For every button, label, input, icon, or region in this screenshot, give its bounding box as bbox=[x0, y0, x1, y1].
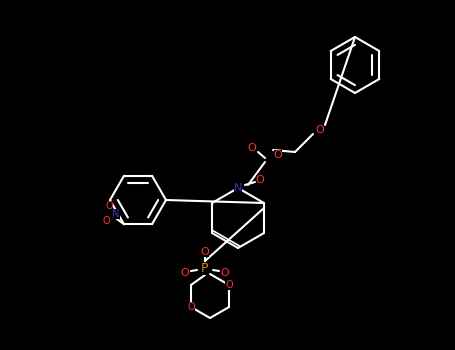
Text: O: O bbox=[181, 268, 189, 278]
Text: O: O bbox=[102, 216, 110, 226]
Text: O: O bbox=[187, 302, 195, 312]
Text: O: O bbox=[248, 143, 256, 153]
Text: N: N bbox=[234, 183, 242, 193]
Text: P: P bbox=[201, 261, 209, 274]
Text: O: O bbox=[225, 280, 233, 290]
Text: O: O bbox=[273, 150, 283, 160]
Text: O: O bbox=[221, 268, 229, 278]
Text: O: O bbox=[256, 175, 264, 185]
Text: O: O bbox=[316, 125, 324, 135]
Text: O: O bbox=[201, 247, 209, 257]
Text: O: O bbox=[105, 201, 113, 211]
Text: N: N bbox=[112, 209, 120, 219]
